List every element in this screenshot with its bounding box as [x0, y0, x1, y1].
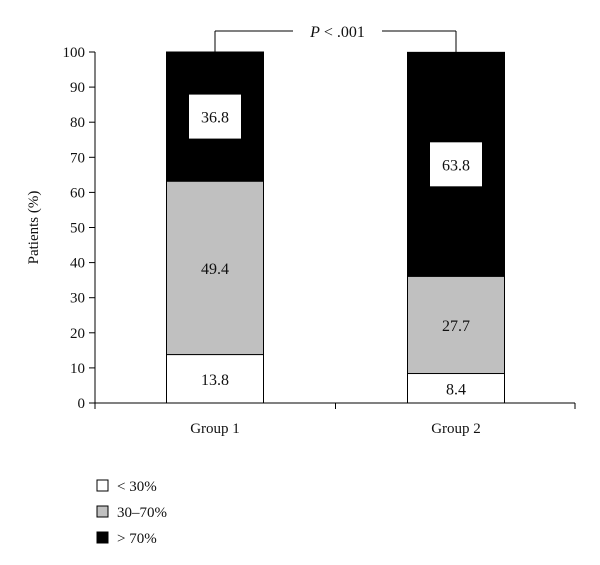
legend-swatch: [96, 505, 109, 518]
x-tick-label: Group 1: [190, 421, 240, 437]
y-tick-label: 40: [70, 256, 85, 272]
y-tick-label: 100: [63, 45, 86, 61]
bar-segment: [407, 275, 505, 375]
y-tick-label: 50: [70, 221, 85, 237]
data-label: 36.8: [201, 110, 229, 127]
data-label: 63.8: [442, 157, 470, 174]
y-tick-label: 10: [70, 361, 85, 377]
y-tick-label: 90: [70, 80, 85, 96]
bar-segment: [166, 180, 264, 356]
legend: < 30% 30–70% > 70%: [96, 479, 167, 547]
axes-group: 0 10 20 30 40 50 60 70 80 90 100 Group 1 Group 2 Pati…: [26, 45, 576, 437]
y-tick-label: 0: [78, 396, 86, 412]
p-value-text: P < .001: [309, 24, 365, 41]
y-tick-label: 60: [70, 185, 85, 201]
significance-annotation: P < .001: [214, 24, 457, 52]
x-tick-label: Group 2: [431, 421, 481, 437]
y-tick-label: 80: [70, 115, 85, 131]
data-label: 49.4: [201, 261, 229, 278]
p-value: < .001: [320, 24, 365, 41]
legend-swatch: [96, 531, 109, 544]
data-label: 27.7: [442, 318, 470, 335]
data-label-box: [430, 142, 482, 187]
bar-segment: [166, 354, 264, 404]
legend-swatch: [96, 479, 109, 492]
y-axis-title: Patients (%): [26, 191, 42, 265]
y-tick-label: 20: [70, 326, 85, 342]
bar-segment: [407, 373, 505, 404]
legend-label: < 30%: [117, 479, 157, 495]
bars-group: 13.8 49.4 36.8 8.4 27.7 63.8: [166, 51, 505, 404]
legend-label: > 70%: [117, 531, 157, 547]
p-symbol: P: [309, 24, 320, 41]
legend-label: 30–70%: [117, 505, 167, 521]
data-label-box: [189, 94, 241, 139]
y-tick-label: 70: [70, 150, 85, 166]
data-label: 8.4: [446, 381, 466, 398]
y-tick-label: 30: [70, 291, 85, 307]
data-label: 13.8: [201, 372, 229, 389]
